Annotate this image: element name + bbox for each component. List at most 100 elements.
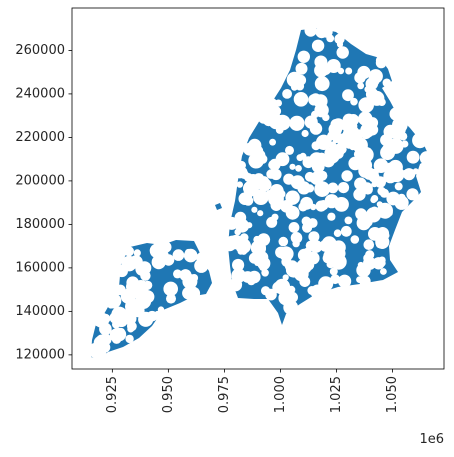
map-hole: [329, 267, 338, 276]
map-hole: [254, 259, 261, 266]
map-hole: [304, 171, 315, 182]
map-hole: [356, 215, 371, 231]
map-hole: [99, 333, 112, 346]
map-hole: [286, 71, 303, 88]
map-hole: [357, 146, 374, 163]
map-hole: [124, 246, 134, 257]
map-hole: [322, 253, 333, 264]
map-holes-layer: [88, 24, 434, 362]
map-hole: [255, 148, 264, 157]
map-hole: [388, 166, 405, 183]
map-hole: [292, 239, 300, 248]
y-tick-label: 200000: [15, 173, 65, 188]
map-hole: [350, 235, 360, 244]
map-hole: [166, 293, 176, 304]
map-hole: [107, 301, 115, 309]
map-hole: [297, 50, 310, 63]
map-hole: [357, 82, 365, 90]
map-hole: [377, 186, 386, 196]
map-hole: [344, 216, 353, 225]
map-hole: [157, 306, 165, 313]
map-hole: [288, 208, 300, 219]
map-hole: [232, 258, 245, 272]
map-hole: [406, 150, 420, 164]
map-hole: [234, 211, 247, 224]
map-hole: [162, 254, 175, 266]
map-hole: [239, 233, 249, 242]
map-hole: [293, 92, 309, 107]
map-region-island: [215, 203, 222, 210]
x-tick-label: 0.925: [105, 376, 120, 413]
map-hole: [354, 177, 367, 191]
map-hole: [318, 200, 329, 211]
map-hole: [387, 127, 396, 136]
map-hole: [336, 46, 349, 59]
map-hole: [401, 140, 409, 148]
map-hole: [261, 286, 271, 296]
y-tick-label: 140000: [15, 304, 65, 319]
map-hole: [258, 260, 268, 269]
y-tick-label: 160000: [15, 260, 65, 275]
map-hole: [279, 202, 287, 210]
map-hole: [371, 195, 379, 203]
map-hole: [289, 163, 296, 170]
map-hole: [137, 261, 152, 275]
map-hole: [321, 236, 337, 252]
map-hole: [343, 137, 356, 149]
map-hole: [197, 252, 204, 260]
map-hole: [314, 181, 330, 198]
map-hole: [365, 88, 379, 101]
map-hole: [308, 94, 320, 106]
x-tick-label: 1.050: [385, 376, 400, 413]
map-hole: [389, 107, 403, 121]
map-hole: [240, 247, 248, 255]
map-hole: [151, 255, 166, 270]
map-hole: [307, 218, 318, 228]
map-hole: [398, 132, 408, 141]
map-hole: [358, 111, 373, 126]
map-hole: [380, 145, 396, 161]
map-hole: [342, 280, 350, 288]
map-hole: [347, 114, 360, 126]
map-hole: [315, 56, 325, 66]
map-hole: [128, 298, 138, 308]
map-hole: [380, 268, 387, 275]
map-hole: [317, 170, 328, 181]
map-hole: [363, 239, 375, 250]
map-hole: [257, 210, 264, 217]
map-hole: [330, 274, 341, 285]
map-hole: [283, 173, 295, 185]
map-hole: [288, 222, 300, 233]
map-hole: [135, 293, 152, 310]
map-hole: [365, 250, 375, 260]
map-hole: [263, 97, 279, 113]
map-hole: [182, 274, 198, 289]
map-hole: [378, 256, 386, 264]
map-hole: [282, 89, 292, 99]
map-hole: [368, 171, 380, 183]
map-hole: [357, 261, 364, 269]
map-hole: [93, 317, 103, 327]
axes-frame: [71, 7, 445, 370]
map-hole: [228, 278, 243, 292]
map-hole: [295, 62, 308, 75]
map-hole: [263, 115, 275, 127]
map-hole: [160, 241, 172, 253]
map-hole: [234, 228, 241, 236]
map-hole: [307, 286, 317, 295]
map-hole: [373, 158, 389, 173]
map-hole: [368, 69, 383, 84]
map-hole: [354, 129, 365, 139]
map-hole: [270, 168, 282, 181]
map-hole: [327, 182, 339, 194]
map-hole: [303, 260, 315, 271]
map-hole: [194, 258, 209, 273]
x-tick-label: 0.950: [161, 376, 176, 413]
x-axis-offset-label: 1e6: [419, 432, 444, 447]
y-tick-label: 260000: [15, 43, 65, 58]
map-hole: [253, 189, 269, 205]
map-hole: [412, 132, 428, 149]
x-tick-label: 1.025: [329, 376, 344, 413]
map-hole: [225, 216, 239, 230]
